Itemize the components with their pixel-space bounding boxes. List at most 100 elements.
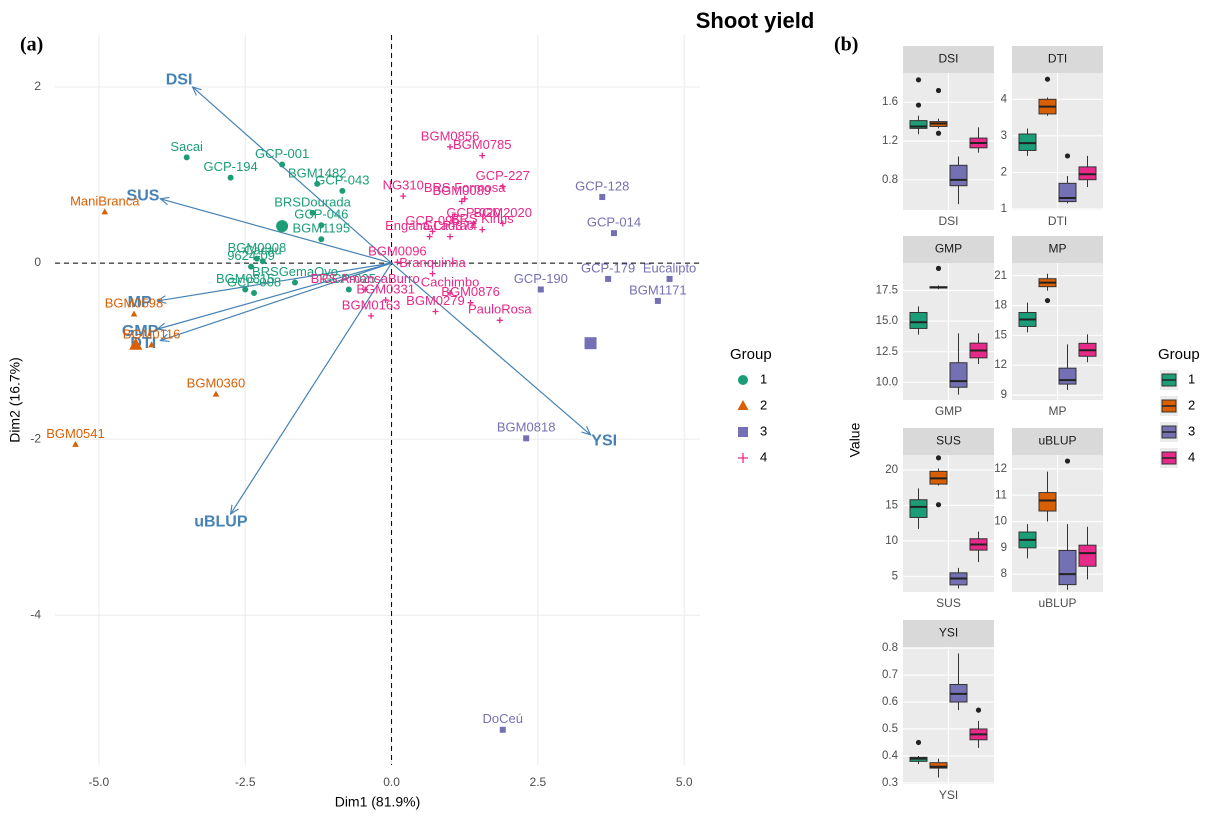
point-label: GCP-179 [581, 260, 635, 275]
legend-label: 4 [760, 449, 767, 464]
loading-label: uBLUP [194, 514, 248, 531]
legend-label: 2 [760, 397, 767, 412]
point-label: BGM0360 [187, 376, 246, 391]
strip-label: SUS [936, 434, 961, 448]
point-label: BGM0116 [123, 326, 181, 341]
y-tick-label: 1.2 [882, 135, 898, 147]
point [72, 440, 79, 447]
point [251, 290, 258, 297]
point [599, 194, 606, 201]
point-label: GCP-008 [227, 274, 281, 289]
point [183, 154, 190, 161]
y-tick-label: 21 [994, 270, 1007, 282]
loading-label: YSI [591, 433, 617, 450]
point [447, 290, 454, 297]
legend-label: 1 [1188, 371, 1195, 386]
y-axis-title: Value [847, 422, 863, 457]
y-tick-label: 0.7 [882, 669, 898, 681]
point-label: GCP-020 [446, 205, 500, 220]
y-tick-label: 15.0 [876, 315, 898, 327]
y-axis-title: Dim2 (16.7%) [7, 357, 23, 443]
loading-label: MP [128, 294, 152, 311]
point-label: GCP-190 [514, 271, 568, 286]
loading-arrow [157, 262, 392, 329]
box [1058, 367, 1077, 385]
point-label: BGM0163 [342, 297, 401, 312]
figure-title: Shoot yield [696, 8, 815, 33]
point-label: GCP-095 [405, 213, 459, 228]
y-tick-label: -4 [30, 607, 41, 621]
legend-title: Group [730, 346, 772, 363]
panel-label: (a) [20, 34, 43, 56]
box [909, 499, 928, 518]
x-axis-title: Dim1 (81.9%) [335, 794, 421, 810]
point-label: GCP-374 [423, 218, 477, 233]
x-tick-label: GMP [935, 404, 962, 418]
point-label: BGM1171 [629, 282, 687, 297]
point [479, 226, 486, 233]
point-label: BGM0815 [216, 271, 275, 286]
point-label: GCP-227 [476, 168, 530, 183]
point [148, 341, 155, 348]
legend-key [738, 375, 748, 385]
box [1038, 492, 1057, 512]
point [499, 183, 506, 190]
point-label: BGM1195 [293, 221, 351, 236]
point-label: GCP-046 [294, 207, 348, 222]
strip [903, 428, 994, 455]
point-label: BGM1482 [288, 165, 347, 180]
point-label: BGM0279 [406, 293, 465, 308]
x-tick-label: uBLUP [1038, 596, 1076, 610]
point [130, 310, 138, 317]
strip [1012, 46, 1103, 73]
legend-key [738, 427, 748, 437]
point [227, 174, 234, 181]
group-centroid [584, 337, 597, 350]
loading-label: SUS [127, 187, 160, 204]
x-tick-label: DTI [1048, 214, 1067, 228]
point-label: GCP-014 [587, 215, 641, 230]
point-label: GCP-194 [203, 159, 257, 174]
x-tick-label: DSI [938, 214, 958, 228]
strip-label: YSI [939, 626, 958, 640]
y-tick-label: 11 [995, 489, 1007, 501]
point [318, 236, 325, 243]
point [499, 726, 506, 733]
outlier [1064, 458, 1071, 464]
box [1078, 544, 1097, 567]
legend-key [738, 453, 748, 463]
y-tick-label: 1 [1001, 203, 1007, 215]
y-tick-label: 2 [1001, 166, 1007, 178]
group-centroid [129, 337, 143, 350]
box [949, 362, 968, 388]
x-tick-label: 2.5 [530, 775, 547, 789]
strip-label: MP [1049, 242, 1067, 256]
point-label: BGM0598 [105, 296, 164, 311]
y-tick-label: 0.3 [882, 777, 898, 789]
outlier [935, 87, 942, 94]
outlier [915, 739, 922, 746]
point [212, 390, 220, 397]
strip-label: GMP [935, 242, 962, 256]
legend-label: 3 [1188, 423, 1195, 438]
point [291, 279, 298, 286]
point [368, 312, 375, 319]
point [400, 193, 407, 200]
point [429, 270, 436, 277]
point-label: BRSGemaOvo [252, 264, 338, 279]
point [279, 161, 286, 168]
y-tick-label: 0.8 [882, 642, 898, 654]
outlier [935, 265, 942, 271]
point [537, 286, 544, 293]
point-label: 9624-09 [227, 248, 275, 263]
legend-key [737, 400, 749, 410]
point [426, 233, 433, 240]
loading-arrow [160, 199, 392, 264]
strip [903, 236, 994, 263]
point-label: Cachimbo [421, 274, 480, 289]
y-tick-label: 0.8 [882, 174, 898, 186]
legend-title: Group [1158, 346, 1200, 363]
point-label: GCP-043 [315, 172, 369, 187]
point-label: BGM0785 [453, 137, 512, 152]
point [467, 299, 474, 306]
